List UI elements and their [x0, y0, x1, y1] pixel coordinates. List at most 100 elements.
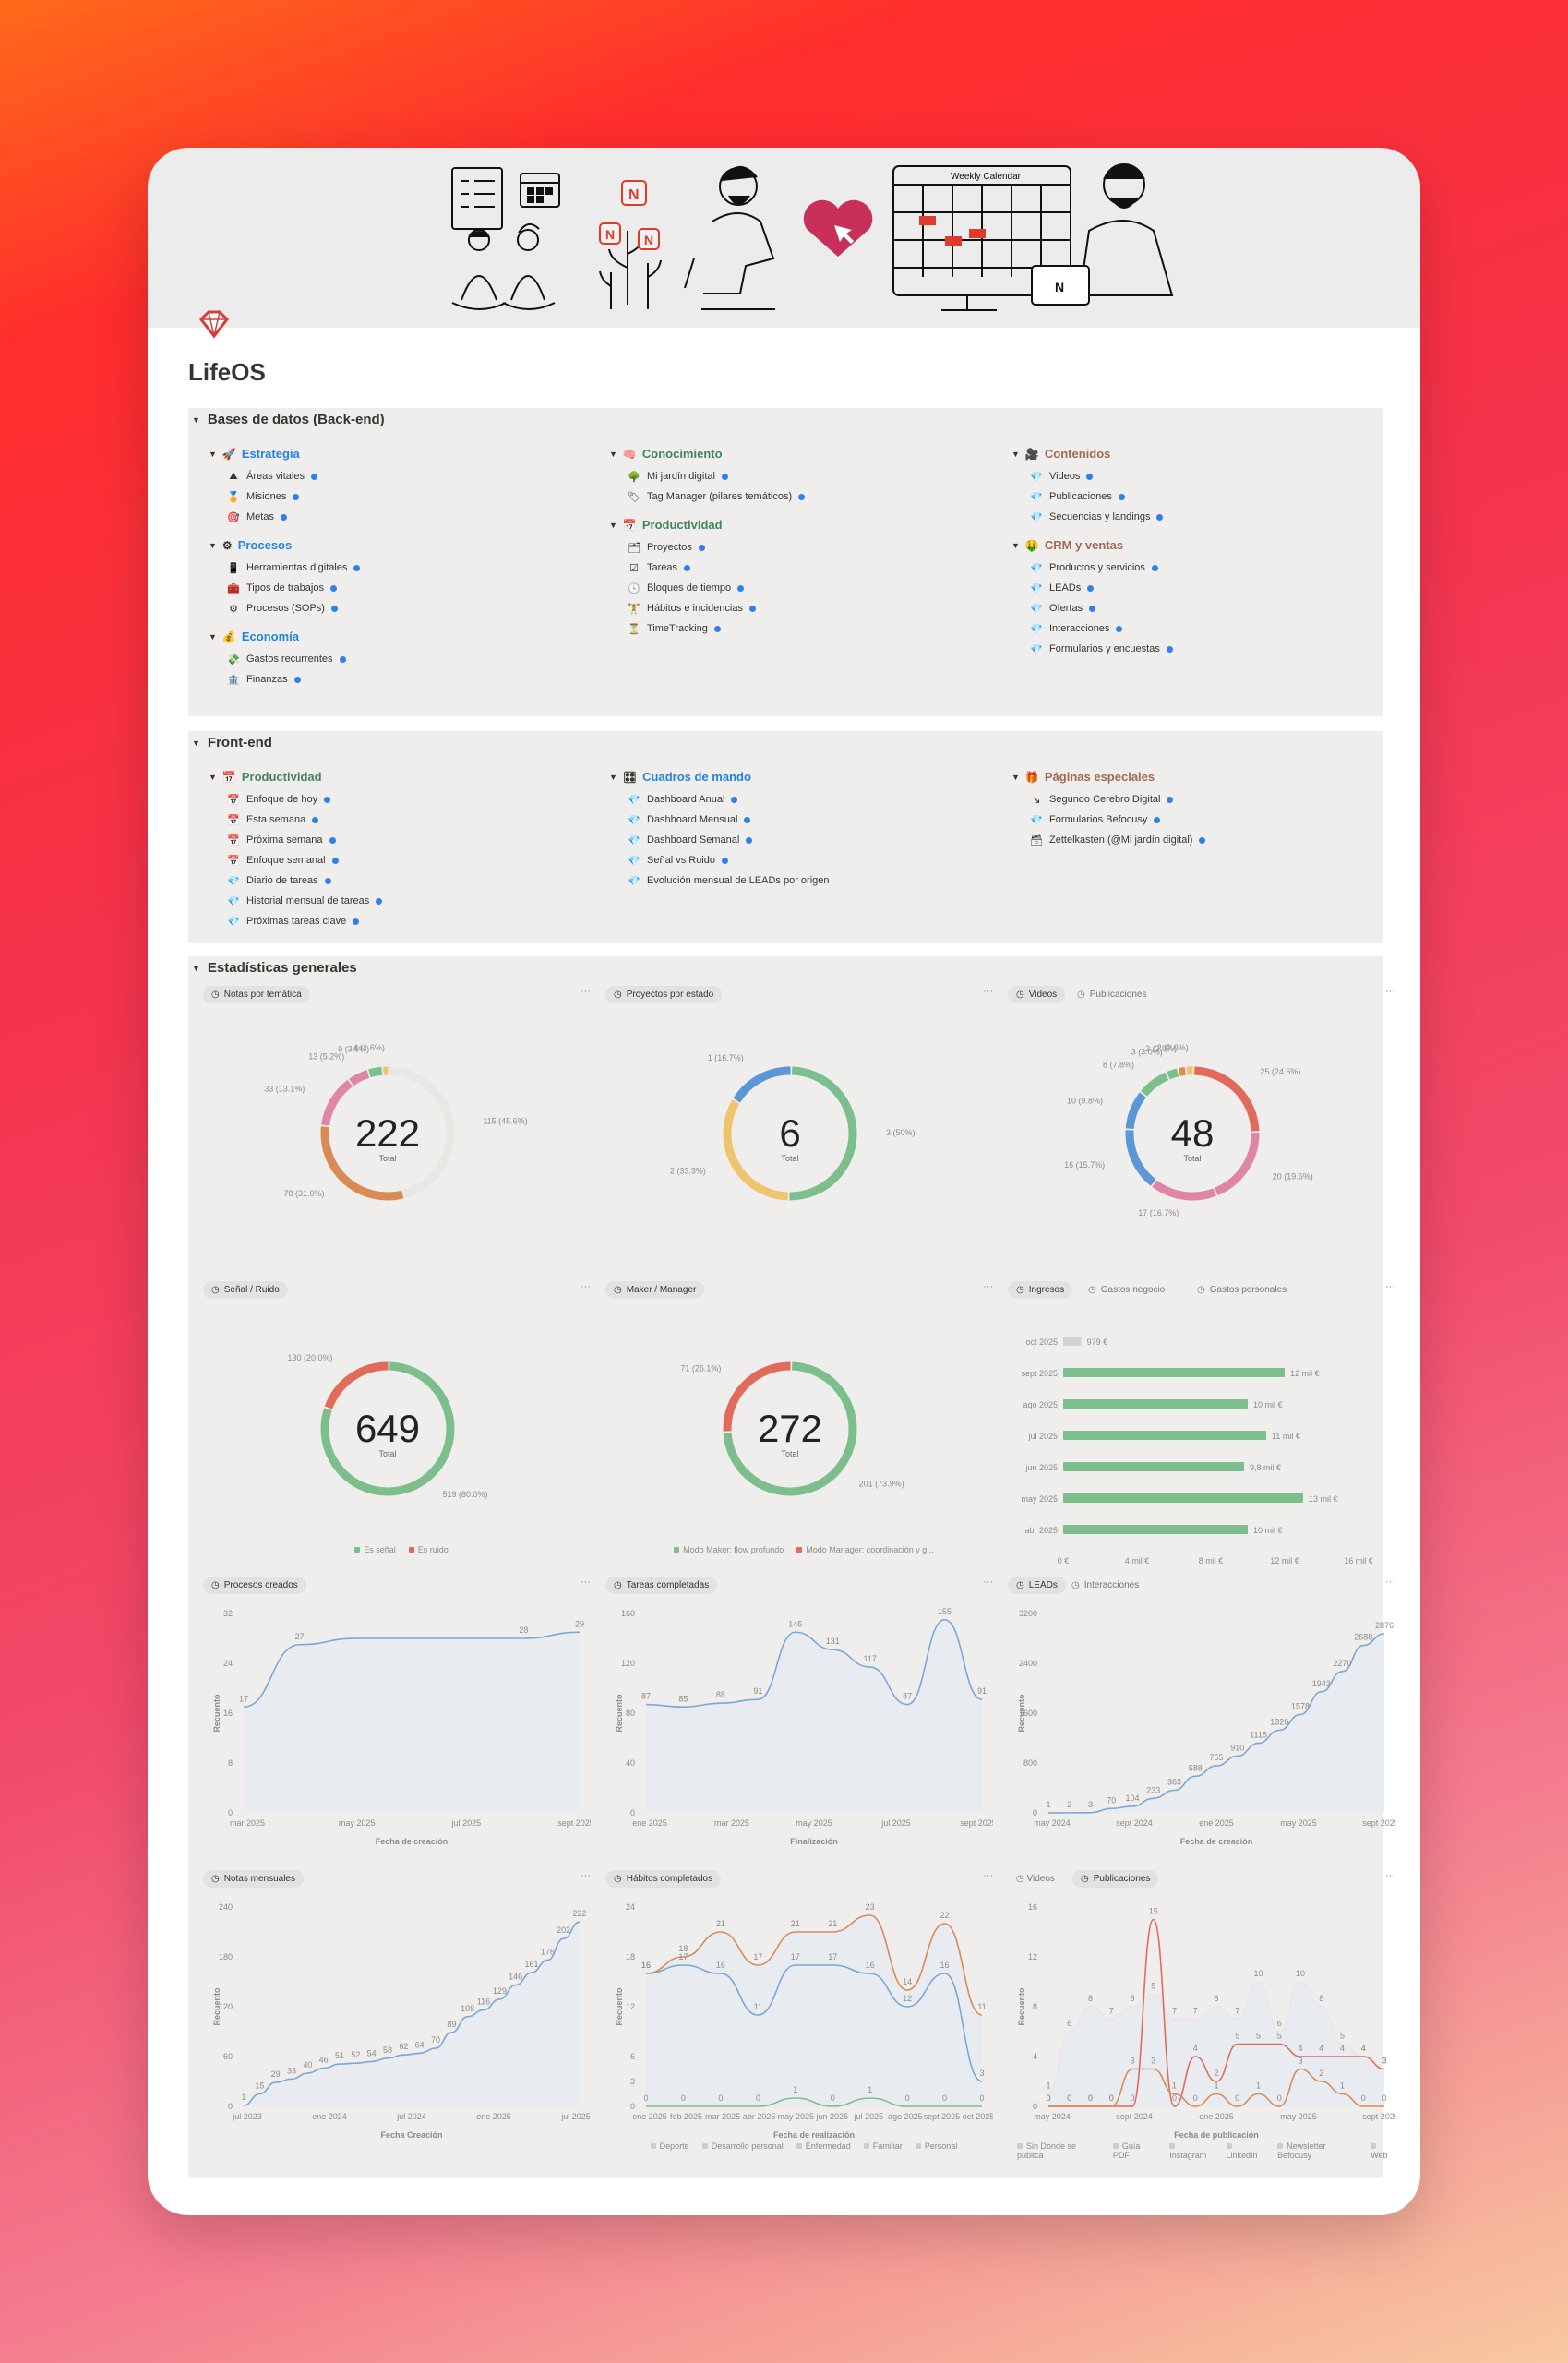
group-header[interactable]: ▼ 📅 Productividad — [609, 518, 978, 532]
database-link[interactable]: 🏷 Tag Manager (pilares temáticos) — [628, 486, 978, 507]
database-link[interactable]: 🏦 Finanzas — [227, 669, 578, 690]
more-options-icon[interactable]: ··· — [581, 1281, 591, 1292]
database-link[interactable]: 📅 Enfoque semanal — [227, 850, 578, 870]
database-link[interactable]: ⚙ Procesos (SOPs) — [227, 598, 578, 618]
legend-item[interactable]: Es ruido — [408, 1545, 449, 1554]
backend-toggle[interactable]: ▼ Bases de datos (Back-end) — [192, 412, 385, 427]
database-link[interactable]: 💎 Ofertas — [1030, 598, 1381, 618]
database-link[interactable]: 🗂 Proyectos — [628, 537, 978, 558]
database-link[interactable]: 💎 Evolución mensual de LEADs por origen — [628, 870, 978, 891]
series-line[interactable] — [1047, 1981, 1385, 2095]
database-link[interactable]: 📅 Próxima semana — [227, 830, 578, 850]
database-link[interactable]: 🗃 Zettelkasten (@Mi jardín digital) — [1030, 830, 1381, 850]
more-options-icon[interactable]: ··· — [983, 986, 993, 997]
database-link[interactable]: 🎯 Metas — [227, 507, 578, 527]
database-link[interactable]: 💎 Dashboard Mensual — [628, 810, 978, 830]
database-link[interactable]: 🕓 Bloques de tiempo — [628, 578, 978, 598]
legend-item[interactable]: Instagram — [1169, 2141, 1213, 2160]
database-link[interactable]: 📅 Esta semana — [227, 810, 578, 830]
chart-title-chip[interactable]: ◷ Proyectos por estado — [605, 986, 723, 1003]
more-options-icon[interactable]: ··· — [581, 1577, 591, 1588]
database-link[interactable]: 💎 Secuencias y landings — [1030, 507, 1381, 527]
chart-tab[interactable]: ◷ Gastos negocio — [1080, 1281, 1173, 1299]
database-link[interactable]: 💎 Videos — [1030, 466, 1381, 486]
series-line[interactable] — [646, 2097, 982, 2107]
database-link[interactable]: 💎 Productos y servicios — [1030, 558, 1381, 578]
more-options-icon[interactable]: ··· — [983, 1577, 993, 1588]
bar[interactable] — [1063, 1431, 1266, 1440]
chart-title-chip[interactable]: ◷ Notas por temática — [203, 986, 310, 1003]
chart-tab[interactable]: ◷ Interacciones — [1063, 1577, 1147, 1594]
database-link[interactable]: 💎 Diario de tareas — [227, 870, 578, 891]
database-link[interactable]: 💎 Formularios Befocusy — [1030, 810, 1381, 830]
group-header[interactable]: ▼ 🧠 Conocimiento — [609, 447, 978, 461]
database-link[interactable]: 💸 Gastos recurrentes — [227, 649, 578, 669]
group-header[interactable]: ▼ 🎛 Cuadros de mando — [609, 770, 978, 784]
group-header[interactable]: ▼ 💰 Economía — [209, 630, 578, 643]
series-line[interactable] — [645, 1914, 983, 2016]
chart-title-chip[interactable]: ◷ Notas mensuales — [203, 1870, 304, 1888]
chart-tab[interactable]: ◷ Gastos personales — [1189, 1281, 1295, 1299]
more-options-icon[interactable]: ··· — [1385, 1577, 1395, 1588]
database-link[interactable]: ↘ Segundo Cerebro Digital — [1030, 789, 1381, 810]
chart-title-chip[interactable]: ◷ Señal / Ruido — [203, 1281, 288, 1299]
database-link[interactable]: 📱 Herramientas digitales — [227, 558, 578, 578]
series-line[interactable] — [243, 1921, 581, 2106]
legend-item[interactable]: Modo Manager: coordinación y g... — [796, 1545, 934, 1554]
more-options-icon[interactable]: ··· — [581, 986, 591, 997]
chart-title-chip[interactable]: ◷ Publicaciones — [1072, 1870, 1159, 1888]
group-header[interactable]: ▼ 🚀 Estrategia — [209, 447, 578, 461]
database-link[interactable]: 💎 Dashboard Anual — [628, 789, 978, 810]
chart-title-chip[interactable]: ◷ Procesos creados — [203, 1577, 306, 1594]
database-link[interactable]: 💎 Dashboard Semanal — [628, 830, 978, 850]
legend-item[interactable]: Personal — [915, 2141, 957, 2151]
database-link[interactable]: 🧰 Tipos de trabajos — [227, 578, 578, 598]
legend-item[interactable]: Modo Maker: flow profundo — [674, 1545, 784, 1554]
database-link[interactable]: ☑ Tareas — [628, 558, 978, 578]
legend-item[interactable]: Guía PDF — [1112, 2141, 1156, 2160]
chart-title-chip[interactable]: ◷ Maker / Manager — [605, 1281, 705, 1299]
series-line[interactable] — [243, 1631, 581, 1709]
more-options-icon[interactable]: ··· — [983, 1281, 993, 1292]
stats-toggle[interactable]: ▼ Estadísticas generales — [192, 960, 357, 976]
database-link[interactable]: 📅 Enfoque de hoy — [227, 789, 578, 810]
legend-item[interactable]: Deporte — [650, 2141, 689, 2151]
legend-item[interactable]: LinkedIn — [1226, 2141, 1265, 2160]
database-link[interactable]: ⏳ TimeTracking — [628, 618, 978, 639]
more-options-icon[interactable]: ··· — [983, 1870, 993, 1881]
bar[interactable] — [1063, 1399, 1248, 1409]
bar[interactable] — [1063, 1462, 1244, 1471]
more-options-icon[interactable]: ··· — [1385, 1281, 1395, 1292]
database-link[interactable]: ⛰ Áreas vitales — [227, 466, 578, 486]
database-link[interactable]: 💎 Publicaciones — [1030, 486, 1381, 507]
bar[interactable] — [1063, 1337, 1082, 1346]
legend-item[interactable]: Sin Donde se publica — [1017, 2141, 1100, 2160]
chart-title-chip[interactable]: ◷ Ingresos — [1008, 1281, 1073, 1299]
group-header[interactable]: ▼ 🤑 CRM y ventas — [1011, 538, 1381, 552]
legend-item[interactable]: Familiar — [863, 2141, 903, 2151]
bar[interactable] — [1063, 1368, 1285, 1377]
more-options-icon[interactable]: ··· — [1385, 1870, 1395, 1881]
database-link[interactable]: 💎 Formularios y encuestas — [1030, 639, 1381, 659]
database-link[interactable]: 🌳 Mi jardín digital — [628, 466, 978, 486]
database-link[interactable]: 🏅 Misiones — [227, 486, 578, 507]
database-link[interactable]: 💎 Próximas tareas clave — [227, 911, 578, 931]
legend-item[interactable]: Desarrollo personal — [701, 2141, 784, 2151]
legend-item[interactable]: Web — [1371, 2141, 1395, 2160]
group-header[interactable]: ▼ 🎁 Páginas especiales — [1011, 770, 1381, 784]
chart-tab[interactable]: ◷ Videos — [1016, 1874, 1055, 1884]
database-link[interactable]: 💎 Historial mensual de tareas — [227, 891, 578, 911]
group-header[interactable]: ▼ 🎥 Contenidos — [1011, 447, 1381, 461]
chart-tab[interactable]: ◷ Publicaciones — [1069, 986, 1155, 1003]
series-line[interactable] — [1048, 2068, 1384, 2107]
series-line[interactable] — [645, 1618, 983, 1709]
group-header[interactable]: ▼ ⚙ Procesos — [209, 538, 578, 552]
database-link[interactable]: 💎 Señal vs Ruido — [628, 850, 978, 870]
series-line[interactable] — [1047, 1633, 1385, 1814]
chart-title-chip[interactable]: ◷ Hábitos completados — [605, 1870, 722, 1888]
group-header[interactable]: ▼ 📅 Productividad — [209, 770, 578, 784]
bar[interactable] — [1063, 1525, 1248, 1534]
series-line[interactable] — [645, 1964, 983, 2082]
database-link[interactable]: 💎 LEADs — [1030, 578, 1381, 598]
chart-title-chip[interactable]: ◷ LEADs — [1008, 1577, 1066, 1594]
